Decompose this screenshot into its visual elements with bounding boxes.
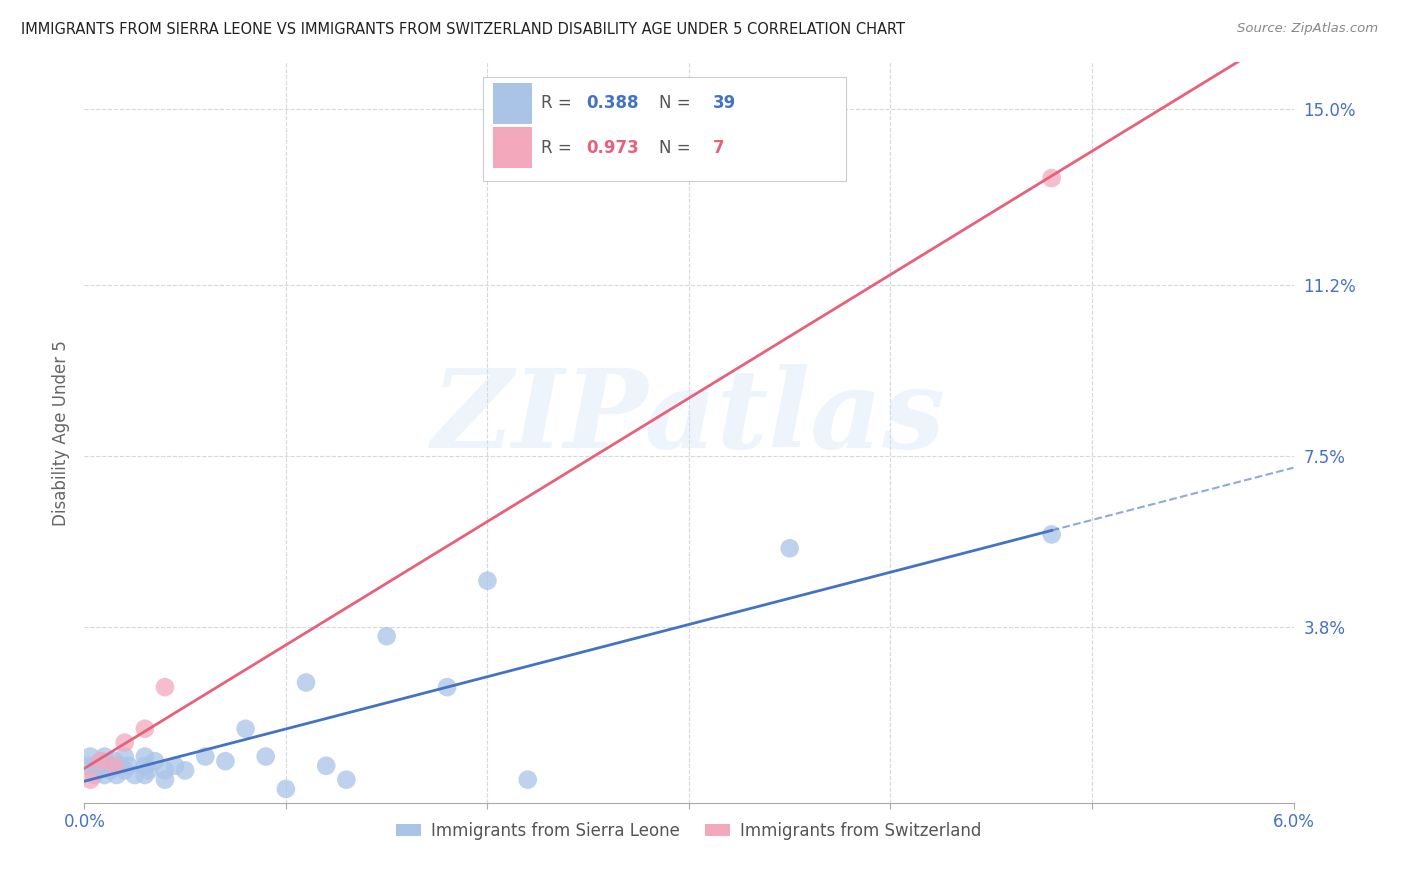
Point (315, 758, 337, 772)
Point (134, 722, 156, 736)
Point (436, 680, 458, 694)
FancyBboxPatch shape (494, 128, 531, 168)
Point (104, 754, 127, 768)
Point (118, 758, 141, 772)
Point (110, 758, 132, 772)
Point (477, 574, 499, 588)
Point (143, 754, 166, 768)
Text: Source: ZipAtlas.com: Source: ZipAtlas.com (1237, 22, 1378, 36)
Text: N =: N = (659, 138, 696, 157)
Point (93, 749, 115, 764)
Point (375, 629, 398, 643)
Text: IMMIGRANTS FROM SIERRA LEONE VS IMMIGRANTS FROM SWITZERLAND DISABILITY AGE UNDER: IMMIGRANTS FROM SIERRA LEONE VS IMMIGRAN… (21, 22, 905, 37)
Point (779, 541, 801, 556)
Point (214, 754, 236, 768)
Point (100, 764, 122, 778)
Text: 0.388: 0.388 (586, 95, 638, 112)
Point (274, 781, 297, 796)
Point (134, 768, 156, 782)
Point (79, 772, 101, 787)
Text: 0.973: 0.973 (586, 138, 638, 157)
Point (104, 758, 127, 772)
Point (89, 754, 111, 768)
Point (93, 768, 115, 782)
Point (165, 758, 187, 772)
Point (153, 680, 176, 694)
Point (97, 758, 120, 772)
Legend: Immigrants from Sierra Leone, Immigrants from Switzerland: Immigrants from Sierra Leone, Immigrants… (389, 815, 988, 847)
Text: N =: N = (659, 95, 696, 112)
Point (134, 749, 156, 764)
Point (77, 758, 100, 772)
Point (86, 758, 108, 772)
Point (235, 722, 257, 736)
Point (295, 675, 318, 690)
Point (194, 749, 217, 764)
Text: R =: R = (541, 138, 578, 157)
Point (138, 764, 160, 778)
Point (335, 772, 357, 787)
Point (174, 764, 197, 778)
Point (105, 768, 128, 782)
Point (124, 768, 146, 782)
Y-axis label: Disability Age Under 5: Disability Age Under 5 (52, 340, 70, 525)
Point (1040, 527, 1063, 541)
Point (1040, 171, 1063, 186)
Point (254, 749, 277, 764)
Point (89, 754, 111, 768)
Text: ZIPatlas: ZIPatlas (432, 364, 946, 472)
FancyBboxPatch shape (484, 78, 846, 181)
Point (153, 772, 176, 787)
Point (516, 772, 538, 787)
Point (134, 758, 156, 772)
Text: 7: 7 (713, 138, 724, 157)
Point (79, 749, 101, 764)
Text: 39: 39 (713, 95, 737, 112)
Point (83, 768, 105, 782)
Point (153, 764, 176, 778)
Text: R =: R = (541, 95, 578, 112)
Point (114, 764, 136, 778)
Point (114, 749, 136, 764)
FancyBboxPatch shape (494, 83, 531, 123)
Point (114, 736, 136, 750)
